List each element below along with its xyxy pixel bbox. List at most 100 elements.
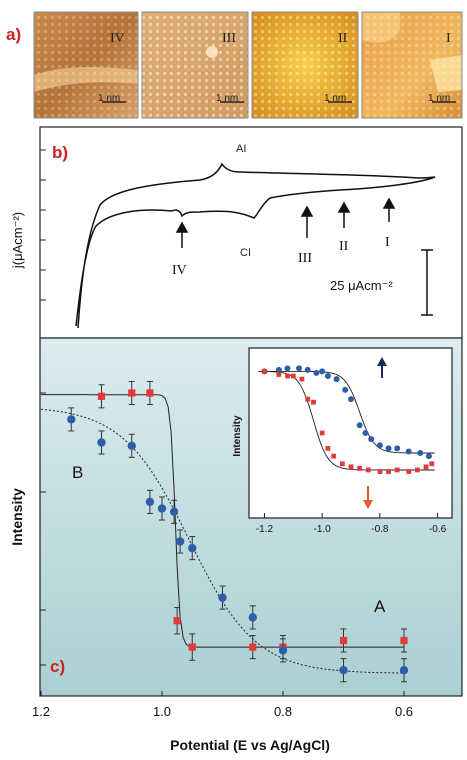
arrow-label-iii: III [298, 251, 312, 266]
data-point-circle [405, 448, 412, 455]
stm-image-iii-numeral: III [222, 31, 236, 46]
stm-image-iv: IV 1 nm [33, 11, 139, 119]
data-point-circle [376, 442, 383, 449]
data-point-square [429, 461, 435, 467]
inset-xticks: -1.2 -1.0 -0.8 -0.6 [256, 513, 447, 535]
arrow-label-iv: IV [172, 263, 187, 278]
panel-b-frame [39, 126, 463, 339]
data-point-circle [67, 415, 76, 424]
arrow-label-ii: II [339, 239, 349, 254]
panel-c-ylabel: Intensity [9, 488, 25, 546]
data-point-square [290, 373, 296, 379]
data-point-circle [368, 436, 375, 443]
data-point-square [325, 446, 331, 451]
stm-image-ii-numeral: II [338, 31, 348, 46]
data-point-square [262, 369, 267, 374]
stm-image-iv-numeral: IV [110, 31, 125, 46]
inset-points [261, 365, 435, 474]
stm-image-ii: II 1 nm [251, 11, 359, 119]
data-point-square [146, 389, 154, 397]
data-point-square [188, 643, 196, 651]
data-point-square [348, 464, 354, 470]
data-point-circle [399, 666, 409, 675]
peak-ci-label: CI [240, 247, 251, 259]
x-tick-label: 1.0 [153, 704, 171, 719]
data-point-circle [248, 613, 257, 622]
panel-b-ylabel: j(μAcm⁻²) [10, 212, 25, 269]
panel-b-label: b) [52, 143, 68, 162]
x-tick-label: -0.8 [371, 524, 389, 535]
data-point-circle [169, 507, 179, 516]
data-point-circle [296, 365, 303, 372]
data-point-square [299, 376, 305, 382]
data-point-circle [425, 453, 432, 460]
data-point-circle [304, 366, 311, 373]
data-point-square [386, 469, 391, 474]
series-label-b: B [72, 463, 83, 482]
panel-a-label: a) [6, 25, 21, 44]
data-point-circle [127, 441, 136, 450]
data-point-circle [356, 422, 363, 429]
data-point-square [305, 396, 311, 402]
inset-fit-line [258, 370, 435, 454]
data-point-circle [97, 438, 106, 447]
arrow-label-i: I [385, 235, 390, 250]
data-point-square [365, 467, 371, 473]
x-tick-label: -1.0 [314, 524, 332, 535]
data-point-circle [313, 369, 320, 376]
data-point-square [339, 461, 345, 467]
data-point-circle [362, 430, 369, 436]
data-point-square [319, 430, 325, 436]
data-point-square [423, 464, 429, 470]
data-point-square [339, 636, 348, 645]
inset-ylabel: Intensity [232, 415, 243, 457]
stm-image-iii-scalebar: 1 nm [216, 93, 238, 104]
data-point-square [406, 469, 412, 474]
data-point-circle [319, 368, 326, 375]
panel-b-yticks [40, 149, 46, 301]
panel-c-yticks [40, 392, 46, 666]
data-point-square [97, 392, 106, 400]
panel-c-xticks: 1.2 1.0 0.8 0.6 [32, 691, 413, 719]
data-point-circle [339, 666, 348, 675]
data-point-circle [333, 376, 340, 383]
data-point-circle [348, 396, 354, 403]
inset-arrow-up [377, 357, 387, 378]
peak-ai-label: AI [236, 143, 246, 155]
data-point-square [128, 389, 136, 397]
panel-c-label: c) [50, 657, 65, 676]
data-point-square [311, 399, 316, 405]
data-point-square [357, 466, 363, 471]
data-point-circle [324, 373, 331, 380]
panel-c-points [67, 380, 409, 683]
data-point-circle [284, 365, 291, 372]
panel-c-xlabel: Potential (E vs Ag/AgCl) [170, 737, 330, 753]
data-point-square [173, 617, 181, 625]
inset-arrow-down [363, 486, 373, 509]
stm-image-iii: III 1 nm [141, 11, 249, 119]
x-tick-label: 0.8 [274, 704, 292, 719]
data-point-circle [145, 497, 155, 507]
data-point-square [400, 636, 408, 645]
data-point-square [377, 469, 383, 474]
data-point-circle [278, 646, 288, 655]
stm-image-i: I 1 nm [361, 11, 463, 119]
data-point-circle [394, 445, 401, 452]
x-tick-label: -1.2 [256, 524, 274, 535]
stm-image-ii-scalebar: 1 nm [324, 93, 346, 104]
data-point-circle [385, 445, 392, 452]
inset-frame [248, 347, 453, 519]
stm-image-iv-scalebar: 1 nm [98, 93, 120, 104]
x-tick-label: 0.6 [395, 704, 413, 719]
cv-curve [75, 162, 436, 329]
data-point-square [285, 373, 290, 379]
current-scale-label: 25 μAcm⁻² [330, 278, 393, 293]
series-label-a: A [374, 597, 386, 616]
data-point-circle [218, 593, 227, 602]
data-point-circle [342, 386, 349, 393]
data-point-circle [417, 450, 424, 457]
data-point-square [331, 453, 337, 459]
panel-b-arrows [175, 197, 396, 248]
data-point-circle [275, 366, 282, 373]
